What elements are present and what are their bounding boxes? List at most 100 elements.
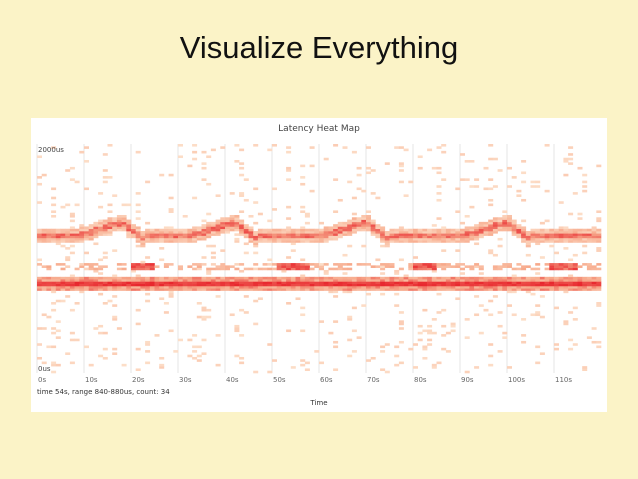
heat-cell — [168, 173, 174, 177]
heat-cell — [116, 217, 122, 220]
heat-cell — [539, 283, 545, 287]
heat-cell — [159, 288, 165, 291]
heat-cell — [366, 219, 371, 223]
heat-cell — [351, 150, 357, 154]
heat-cell — [234, 226, 240, 230]
heat-cell — [366, 276, 371, 280]
heat-cell — [135, 240, 141, 243]
heat-cell — [187, 281, 193, 284]
heat-cell — [563, 267, 569, 271]
heat-cell — [149, 240, 155, 243]
heat-cell — [596, 231, 602, 234]
heat-cell — [375, 265, 381, 268]
heat-cell — [295, 283, 301, 287]
heat-cell — [65, 231, 71, 234]
heat-cell — [328, 226, 334, 230]
heat-cell — [474, 285, 480, 289]
heat-cell — [309, 164, 315, 168]
heat-cell — [403, 283, 409, 287]
heat-cell — [394, 292, 400, 296]
heat-cell — [572, 265, 578, 268]
heat-cell — [427, 288, 433, 291]
heat-cell — [65, 285, 71, 289]
heat-cell — [116, 226, 122, 230]
heat-cell — [464, 336, 470, 339]
heat-cell — [474, 233, 480, 236]
heat-cell — [389, 281, 395, 284]
heat-cell — [436, 237, 442, 241]
heat-cell — [568, 237, 574, 241]
heat-cell — [239, 281, 245, 284]
heat-cell — [286, 279, 292, 282]
heat-cell — [361, 288, 367, 291]
heat-cell — [328, 231, 334, 234]
heat-cell — [413, 288, 418, 291]
heat-cell — [370, 169, 376, 172]
heat-cell — [243, 228, 249, 232]
heat-cell — [497, 244, 503, 248]
heat-cell — [464, 370, 470, 374]
heat-cell — [478, 276, 484, 280]
latency-heat-map[interactable]: 0s 10s 20s 30s 40s 50s 60s 70s 80s 90s 100s 110s200… — [31, 118, 607, 412]
heat-cell — [394, 285, 400, 289]
heat-cell — [591, 285, 597, 289]
heat-cell — [107, 203, 113, 207]
heat-cell — [234, 228, 240, 232]
heat-cell — [577, 276, 583, 280]
heat-cell — [328, 331, 334, 335]
heat-cell — [436, 265, 442, 268]
heat-cell — [145, 350, 151, 353]
heat-cell — [140, 235, 146, 239]
heat-cell — [474, 237, 480, 241]
heat-cell — [234, 324, 240, 328]
heat-cell — [272, 231, 277, 234]
heat-cell — [201, 285, 207, 289]
heat-cell — [483, 283, 489, 287]
y-tick-label: 2000us — [38, 146, 64, 154]
heat-cell — [460, 231, 465, 234]
heat-cell — [502, 219, 508, 223]
heat-cell — [290, 267, 296, 271]
heat-cell — [41, 240, 47, 243]
heat-cell — [554, 288, 559, 291]
heat-cell — [290, 237, 296, 241]
heat-cell — [243, 283, 249, 287]
heat-cell — [140, 281, 146, 284]
heat-cell — [460, 221, 465, 225]
heat-cell — [521, 267, 527, 271]
heat-cell — [51, 363, 57, 367]
heat-cell — [572, 237, 578, 241]
heat-cell — [173, 235, 179, 239]
heat-cell — [107, 233, 113, 236]
heat-cell — [398, 235, 404, 239]
heat-cell — [337, 221, 343, 225]
heat-cell — [544, 189, 550, 193]
heat-cell — [422, 267, 428, 271]
heat-cell — [408, 347, 414, 351]
heat-cell — [135, 322, 141, 326]
heat-cell — [441, 233, 447, 236]
heat-cell — [323, 235, 329, 239]
heat-cell — [469, 185, 475, 188]
heat-cell — [309, 263, 315, 266]
heat-cell — [398, 322, 404, 326]
heat-cell — [253, 279, 259, 282]
heat-cell — [88, 283, 94, 287]
heat-cell — [267, 235, 273, 239]
heat-cell — [229, 226, 235, 230]
heat-cell — [568, 212, 574, 216]
heat-cell — [351, 231, 357, 234]
heat-cell — [417, 155, 423, 159]
heat-cell — [210, 251, 216, 255]
heat-cell — [554, 276, 559, 280]
heat-cell — [558, 276, 564, 280]
heat-cell — [295, 285, 301, 289]
heat-cell — [436, 235, 442, 239]
heat-cell — [535, 185, 541, 188]
heat-cell — [182, 281, 188, 284]
heat-cell — [201, 235, 207, 239]
heat-cell — [159, 247, 165, 250]
heat-cell — [582, 173, 588, 177]
heat-cell — [309, 146, 315, 149]
heat-cell — [272, 281, 277, 284]
